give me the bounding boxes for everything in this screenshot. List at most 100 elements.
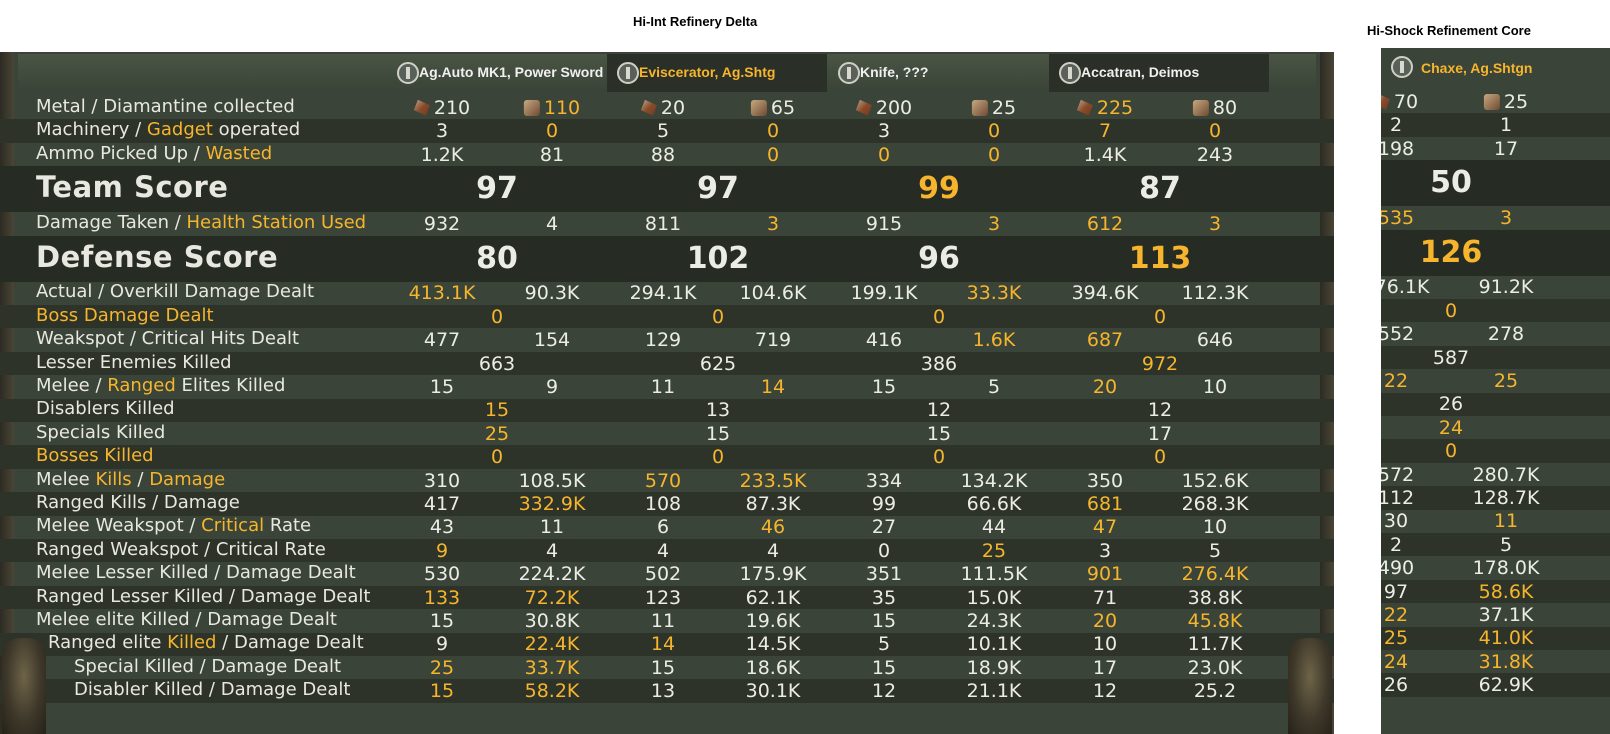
stat-value-value: 0 [490,446,504,469]
stat-value-value: 22.4K [524,633,580,656]
stat-value-value: 62.1K [745,586,801,609]
stat-label: Metal / Diamantine collected [36,96,295,117]
stat-value: 88 [651,144,675,166]
solo-stat-value-value: 37.1K [1478,603,1534,626]
stat-value-value: 35 [871,586,897,609]
stat-value-value: 10 [1202,516,1228,539]
solo-stat-value-value: 62.9K [1478,674,1534,697]
stat-value: 108 [645,493,681,515]
diamantine-icon [1192,99,1209,116]
solo-stat-value-value: 128.7K [1472,486,1540,509]
stat-value-value: 276.4K [1181,563,1249,586]
stat-value-value: 5 [656,120,670,143]
stat-value: 123 [645,587,681,609]
solo-stat-value: 126 [1420,235,1483,270]
solo-stat-value: 376.1K [1381,276,1429,298]
stat-value: 66.6K [967,493,1022,515]
stat-value-value: 134.2K [960,469,1028,492]
stat-value: 612 [1087,213,1123,235]
frame-right [1320,52,1334,734]
stat-value-value: 17 [1147,422,1173,445]
solo-stat-value-value: 22 [1383,369,1409,392]
stat-value: 13 [651,680,675,702]
score-value-value: 113 [1128,240,1192,276]
solo-stat-value-value: 552 [1381,323,1415,346]
solo-stat-value: 1 [1500,114,1512,136]
stat-value: 9 [436,633,448,655]
stat-value: 6 [657,516,669,538]
solo-row-defense_score [1381,229,1610,276]
stat-value: 3 [767,213,779,235]
stat-label: Melee Kills / Damage [36,469,225,490]
stat-value: 3 [878,120,890,142]
solo-stat-value: 178.0K [1473,557,1540,579]
stat-value-value: 15 [429,375,455,398]
solo-stat-value: 41.0K [1479,627,1534,649]
stat-value: 972 [1142,353,1178,375]
stat-label-part: Disabler Killed / Damage Dealt [74,679,351,701]
stat-value: 646 [1197,329,1233,351]
solo-row-machinery [1381,113,1610,137]
stat-label-part: Metal / Diamantine collected [36,95,295,117]
plasteel-icon [640,99,657,116]
stat-value-value: 0 [1153,305,1167,328]
stat-value-value: 20 [1092,609,1118,632]
stat-label-part: Melee elite Killed / Damage Dealt [36,608,337,630]
stat-value-value: 43 [429,516,455,539]
solo-stat-value: 24 [1439,417,1463,439]
stat-value: 21.1K [967,680,1022,702]
solo-stat-value-value: 25 [1503,90,1529,113]
stat-value: 15 [430,680,454,702]
stat-value-value: 334 [865,469,903,492]
stat-label-part: Killed [167,632,217,654]
stat-value-value: 7 [1098,120,1112,143]
solo-stat-value-value: 17 [1493,137,1519,160]
stat-label: Ranged Weakspot / Critical Rate [36,539,326,560]
stat-value: 386 [921,353,957,375]
stat-value: 0 [878,144,890,166]
solo-stat-value: 11 [1494,510,1518,532]
score-value-value: 87 [1139,171,1181,207]
solo-stat-value: 70 [1381,91,1418,113]
stat-value: 530 [424,563,460,585]
stat-value-value: 12 [1147,399,1173,422]
stat-label: Machinery / Gadget operated [36,119,300,140]
stat-value-value: 25.2 [1193,680,1237,703]
solo-stat-value-value: 376.1K [1381,276,1430,299]
stat-value: 22.4K [525,633,580,655]
stat-value: 4 [657,540,669,562]
stat-value: 99 [872,493,896,515]
stat-value: 200 [855,97,912,119]
plasteel-icon [855,99,872,116]
solo-stat-value: 24 [1384,651,1408,673]
stat-value: 5 [988,376,1000,398]
stat-label-part: Ranged elite [48,632,168,654]
stat-value-value: 18.9K [966,656,1022,679]
stat-value-value: 15 [871,609,897,632]
stat-value-value: 20 [1092,375,1118,398]
solo-stat-value-value: 41.0K [1478,627,1534,650]
map-title-left: Hi-Int Refinery Delta [633,14,758,29]
solo-row-ranged_kd [1381,486,1610,510]
diamantine-icon [750,99,767,116]
stat-value-value: 243 [1196,143,1234,166]
stat-value: 9 [546,376,558,398]
solo-stat-value-value: 26 [1383,674,1409,697]
stat-value: 416 [866,329,902,351]
solo-stat-value: 3 [1500,207,1512,229]
solo-stat-value-value: 2 [1389,533,1403,556]
stat-value-value: 350 [1086,469,1124,492]
solo-stat-value-value: 50 [1430,165,1472,201]
stat-value: 18.9K [967,657,1022,679]
stat-value-value: 11 [650,609,676,632]
stat-value-value: 0 [932,446,946,469]
solo-stat-value-value: 535 [1381,206,1415,229]
solo-stat-value-value: 126 [1419,234,1483,270]
score-value-value: 97 [697,171,739,207]
eagle-icon [1059,62,1081,84]
stat-label-part: Wasted [205,142,273,164]
stat-value: 20 [1093,610,1117,632]
stat-value-value: 13 [705,399,731,422]
solo-stat-value-value: 112 [1381,486,1415,509]
stat-value-value: 15 [871,656,897,679]
